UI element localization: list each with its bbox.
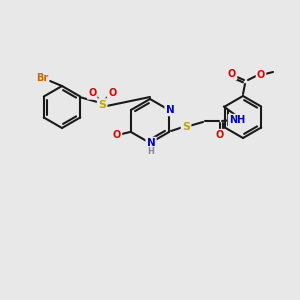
Text: O: O (257, 70, 265, 80)
Text: O: O (108, 88, 116, 98)
Text: O: O (88, 88, 96, 98)
Text: Br: Br (36, 73, 48, 83)
Text: H: H (148, 148, 154, 157)
Text: N: N (147, 138, 155, 148)
Text: S: S (98, 100, 106, 110)
Text: O: O (113, 130, 121, 140)
Text: O: O (228, 69, 236, 79)
Text: NH: NH (229, 115, 245, 125)
Text: S: S (182, 122, 190, 132)
Text: N: N (166, 105, 174, 115)
Text: O: O (216, 130, 224, 140)
